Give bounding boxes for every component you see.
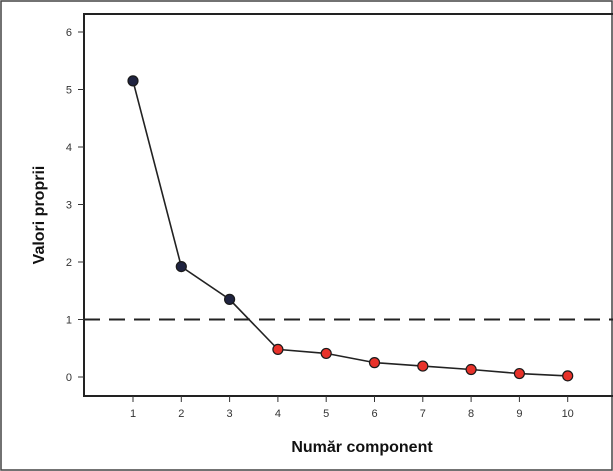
x-axis-title: Număr component	[291, 439, 433, 456]
x-tick-label: 8	[468, 408, 474, 420]
y-tick-label: 6	[66, 27, 72, 39]
y-axis: 0 1 2 3 4 5 6	[66, 27, 84, 384]
x-tick-label: 7	[420, 408, 426, 420]
data-point	[272, 343, 284, 355]
x-tick-label: 3	[227, 408, 233, 420]
data-point	[320, 347, 332, 360]
x-tick-label: 1	[130, 408, 136, 420]
data-point	[465, 363, 477, 376]
data-point	[175, 261, 187, 273]
y-tick-label: 1	[66, 315, 72, 327]
x-tick-label: 2	[178, 408, 184, 420]
x-tick-label: 6	[371, 408, 377, 420]
x-tick-label: 4	[275, 408, 281, 420]
y-tick-label: 0	[66, 372, 72, 384]
x-tick-label: 5	[323, 408, 329, 420]
y-tick-label: 4	[66, 142, 72, 154]
x-tick-label: 9	[516, 408, 522, 420]
data-point	[417, 360, 429, 372]
data-point	[127, 75, 139, 87]
y-tick-label: 5	[66, 85, 72, 97]
x-tick-label: 10	[562, 408, 574, 420]
data-point	[224, 293, 236, 305]
data-point	[513, 367, 526, 380]
y-tick-label: 3	[66, 200, 72, 212]
data-point	[562, 370, 574, 382]
y-axis-title: Valori proprii	[31, 166, 48, 265]
y-tick-label: 2	[66, 257, 72, 269]
series-group	[127, 75, 574, 382]
series-line	[132, 80, 568, 377]
data-point	[368, 357, 381, 369]
x-axis: 1 2 3 4 5 6 7 8 9 10	[130, 396, 574, 420]
